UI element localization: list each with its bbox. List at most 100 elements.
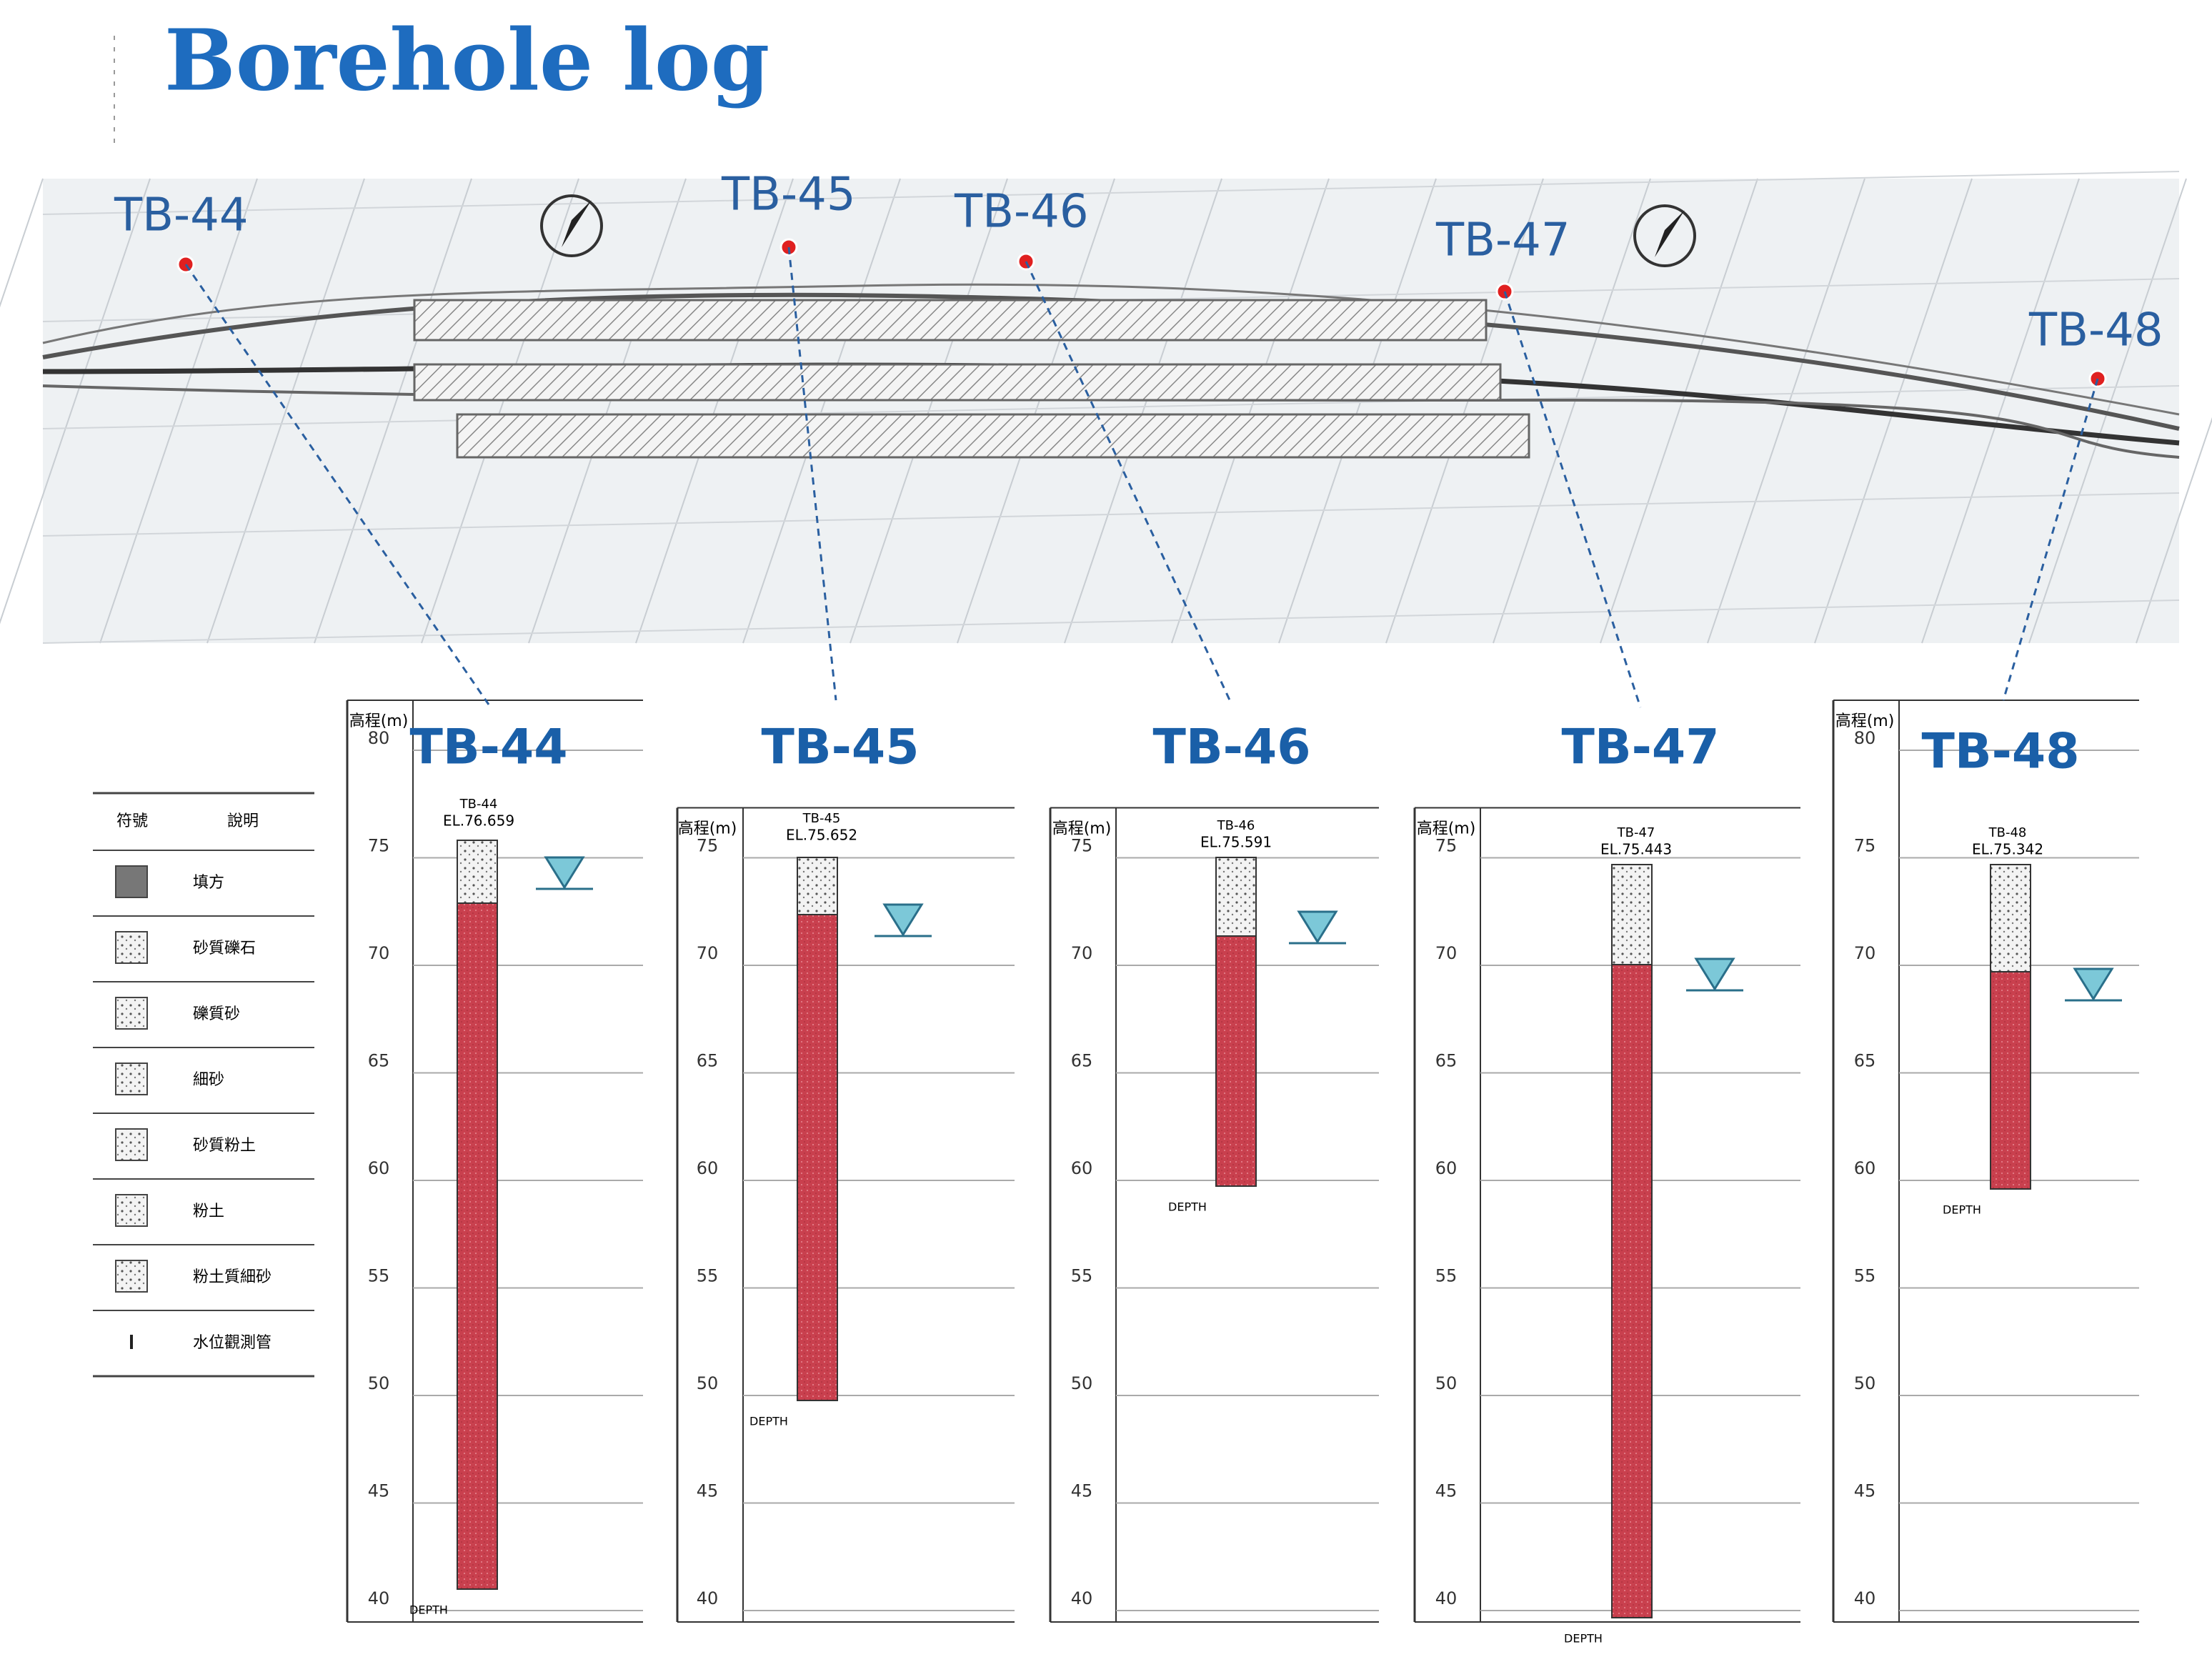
- north-arrow: [562, 200, 592, 247]
- legend-swatch: [115, 865, 148, 898]
- borehole-tag: TB-45: [802, 811, 841, 826]
- north-arrow: [1655, 210, 1685, 257]
- soil-layer: [1215, 857, 1257, 937]
- tick-label: 65: [1071, 1051, 1093, 1071]
- tick-label: 55: [368, 1266, 390, 1286]
- leader-line: [787, 247, 837, 701]
- elevation-label: EL.75.652: [786, 827, 857, 844]
- plan-grid: [528, 178, 687, 644]
- tick-label: 65: [697, 1051, 719, 1071]
- legend-text: 水位觀測管: [193, 1334, 271, 1352]
- tick-label: 70: [1435, 943, 1458, 963]
- plan-grid: [1707, 178, 1865, 644]
- north-arrow: [1633, 204, 1696, 267]
- legend-swatch: [115, 997, 148, 1030]
- tick-label: 55: [1854, 1266, 1876, 1286]
- tick-label: 80: [1854, 728, 1876, 748]
- tick-label: 55: [697, 1266, 719, 1286]
- borehole-columns: 高程(m)807570656055504540TB-44TB-44EL.76.6…: [346, 700, 2139, 1646]
- leader-line: [1025, 261, 1233, 705]
- leader-line: [1503, 291, 1642, 708]
- tick-label: 75: [1071, 836, 1093, 856]
- tick-label: 65: [1854, 1051, 1876, 1071]
- plan-grid: [421, 178, 579, 644]
- depth-label: DEPTH: [749, 1415, 788, 1428]
- plan-grid: [1921, 178, 2080, 644]
- axis-title: 高程(m): [349, 712, 409, 730]
- rock-layer: [1611, 964, 1653, 1618]
- axis-title: 高程(m): [1835, 712, 1895, 730]
- tick-label: 40: [697, 1588, 719, 1608]
- tick-label: 60: [697, 1158, 719, 1178]
- plan-background: [43, 179, 2179, 643]
- borehole-tag: TB-47: [1617, 825, 1655, 840]
- legend-text: 填方: [193, 874, 224, 892]
- plan-grid: [1385, 178, 1544, 644]
- plan-grid: [42, 385, 2180, 429]
- tick-label: 50: [697, 1373, 719, 1393]
- tick-label: 75: [1854, 836, 1876, 856]
- borehole-title: TB-45: [761, 720, 919, 776]
- borehole-tag: TB-48: [1988, 825, 2027, 840]
- soil-layer: [1611, 864, 1653, 965]
- tick-label: 45: [697, 1481, 719, 1501]
- borehole-tag: TB-44: [459, 797, 498, 812]
- plan-grid: [0, 178, 44, 308]
- water-level: [2073, 967, 2114, 1001]
- tick-label: 40: [1435, 1588, 1458, 1608]
- borehole-tag: TB-46: [1217, 818, 1255, 833]
- tick-label: 40: [368, 1588, 390, 1608]
- elevation-label: EL.75.342: [1972, 841, 2043, 858]
- water-level: [1694, 957, 1735, 991]
- leader-line: [2002, 378, 2099, 701]
- tick-label: 60: [368, 1158, 390, 1178]
- depth-label: DEPTH: [1943, 1203, 1981, 1217]
- plan-label: TB-46: [954, 186, 1089, 239]
- tick-label: 60: [1435, 1158, 1458, 1178]
- legend-text: 礫質砂: [193, 1005, 240, 1023]
- tick-label: 70: [697, 943, 719, 963]
- water-level: [1297, 910, 1338, 944]
- tick-label: 70: [1071, 943, 1093, 963]
- tick-label: 70: [1854, 943, 1876, 963]
- plan-grid: [1600, 178, 1758, 644]
- legend-swatch: [115, 1260, 148, 1293]
- soil-layer: [1990, 864, 2031, 972]
- legend-swatch: [115, 1194, 148, 1227]
- plan-grid: [957, 178, 1115, 644]
- tick-label: 65: [368, 1051, 390, 1071]
- legend-text: 細砂: [193, 1071, 224, 1089]
- borehole-title: TB-46: [1152, 720, 1310, 776]
- plan-grid: [206, 178, 365, 644]
- axis-title: 高程(m): [1417, 820, 1476, 838]
- legend-swatch: [115, 1063, 148, 1095]
- plan-grid: [1814, 178, 1973, 644]
- legend-text: 砂質粉土: [193, 1137, 256, 1155]
- plan-grid: [42, 171, 2180, 215]
- tick-label: 50: [1071, 1373, 1093, 1393]
- tick-label: 45: [368, 1481, 390, 1501]
- rock-layer: [797, 914, 838, 1401]
- plan-label: TB-47: [1435, 214, 1570, 267]
- plan-grid: [1493, 178, 1651, 644]
- tick-label: 80: [368, 728, 390, 748]
- soil-layer: [797, 857, 838, 915]
- tick-label: 40: [1854, 1588, 1876, 1608]
- plan-grid: [42, 492, 2180, 537]
- elevation-label: EL.75.591: [1200, 834, 1272, 851]
- rock-layer: [457, 902, 498, 1590]
- depth-label: DEPTH: [1168, 1200, 1207, 1214]
- tick-label: 50: [1854, 1373, 1876, 1393]
- north-arrow: [540, 194, 603, 257]
- tick-label: 55: [1435, 1266, 1458, 1286]
- depth-label: DEPTH: [1564, 1632, 1603, 1646]
- tick-label: 55: [1071, 1266, 1093, 1286]
- tick-label: 45: [1071, 1481, 1093, 1501]
- plan-label: TB-44: [114, 189, 249, 242]
- tick-label: 75: [368, 836, 390, 856]
- track: [42, 283, 2180, 416]
- elevation-label: EL.75.443: [1600, 841, 1672, 858]
- water-level: [882, 903, 924, 937]
